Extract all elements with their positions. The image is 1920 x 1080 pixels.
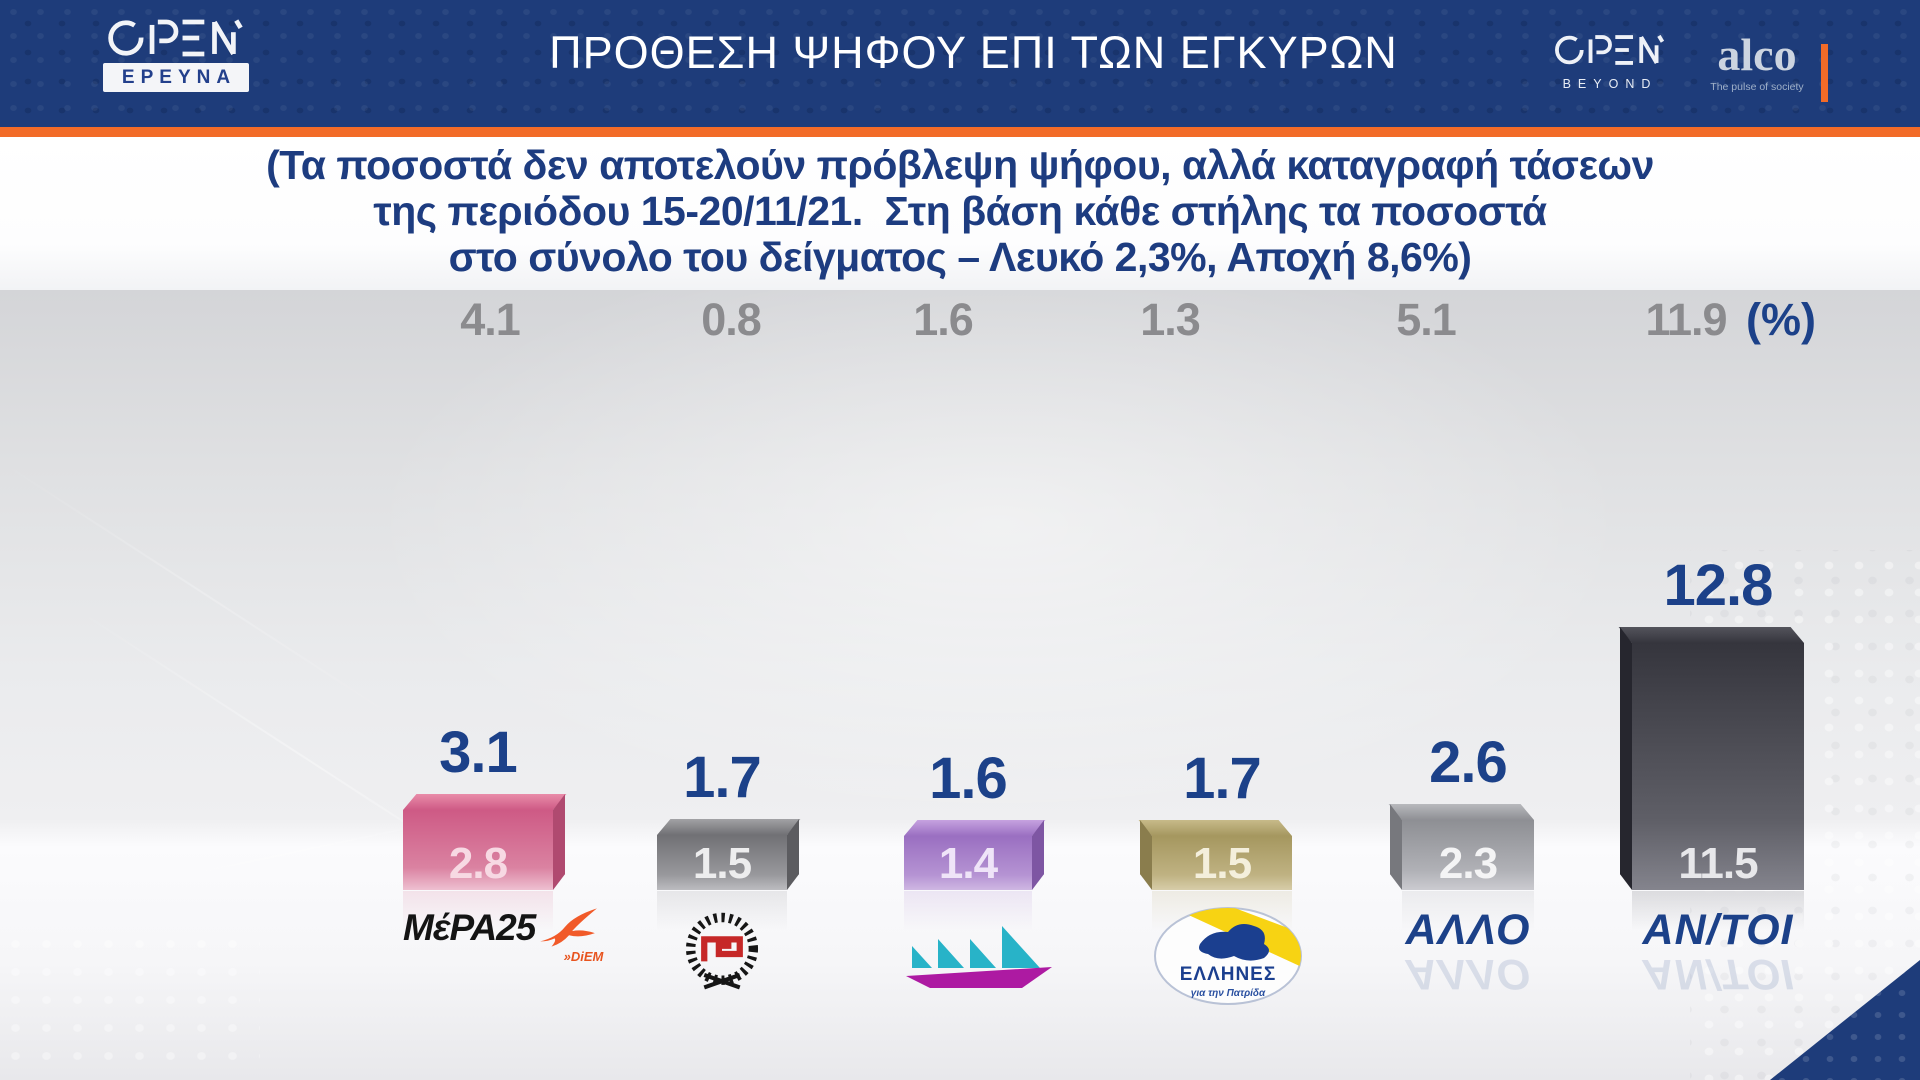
- background-streak: [0, 459, 402, 723]
- open-beyond-logo: BEYOND: [1552, 34, 1668, 91]
- bar-top-face: [1388, 804, 1534, 820]
- open-logo-icon: [108, 19, 243, 57]
- disclaimer-text: (Τα ποσοστά δεν αποτελούν πρόβλεψη ψήφου…: [0, 137, 1920, 290]
- ereyna-box: ΕΡΕΥΝΑ: [103, 63, 249, 92]
- alco-orange-bar: [1821, 44, 1828, 102]
- column-label: ΕΛΛΗΝΕΣ για την Πατρίδα: [1152, 906, 1302, 1011]
- dot-pattern-bottom-left: [0, 930, 260, 1080]
- header-bar: ΕΡΕΥΝΑ ΠΡΟΘΕΣΗ ΨΗΦΟΥ ΕΠΙ ΤΩΝ ΕΓΚΥΡΩΝ BEY…: [0, 0, 1920, 127]
- top-gray-value: 4.1: [460, 294, 521, 345]
- percent-unit-label: (%): [1746, 294, 1816, 345]
- column-label: MέPA25 »DiEM: [403, 906, 603, 964]
- bar-top-face: [657, 819, 801, 835]
- value-inside-bar: 1.5: [692, 839, 752, 888]
- orange-divider-stripe: [0, 127, 1920, 137]
- sailboat-logo: [906, 926, 1052, 988]
- open-ereyna-logo: ΕΡΕΥΝΑ: [103, 18, 249, 92]
- laurel-wreath-meander-logo: [685, 912, 759, 990]
- top-values-row: 4.1 0.8 1.6 1.3 5.1 11.9 (%): [0, 290, 1920, 346]
- open-logo-icon: [1555, 34, 1665, 65]
- chart-column: 2.6 2.3 ΑΛΛΟ ΑΛΛΟ: [1388, 290, 1534, 1080]
- bar-side-face: [553, 794, 565, 890]
- column-label-reflection: ΑΝ/ΤΟΙ: [1642, 950, 1794, 998]
- value-inside-bar: 1.5: [1192, 839, 1252, 888]
- bar-side-face: [1620, 627, 1632, 890]
- chart-column: 12.8 11.5 ΑΝ/ΤΟΙ ΑΝ/ΤΟΙ: [1618, 290, 1804, 1080]
- value-inside-bar: 2.8: [448, 839, 508, 888]
- column-label: [657, 906, 787, 1005]
- bar-reflection: [904, 891, 1032, 937]
- top-gray-value: 1.6: [913, 294, 974, 345]
- bar-top-face: [1138, 820, 1292, 836]
- bar: 2.8: [403, 794, 567, 890]
- beyond-label: BEYOND: [1562, 77, 1658, 91]
- disclaimer-line: στο σύνολο του δείγματος – Λευκό 2,3%, Α…: [448, 234, 1472, 280]
- ellines-patrida-logo: ΕΛΛΗΝΕΣ για την Πατρίδα: [1154, 907, 1302, 1005]
- ellines-wordmark: ΕΛΛΗΝΕΣ: [1180, 964, 1277, 985]
- ellines-tagline: για την Πατρίδα: [1191, 988, 1266, 999]
- mera25-diem-label: »DiEM: [563, 949, 604, 964]
- bar: 1.5: [657, 819, 801, 890]
- value-above-bar: 1.7: [683, 745, 762, 810]
- bar-top-face: [904, 820, 1046, 836]
- bar: 1.5: [1138, 820, 1292, 890]
- value-above-bar: 12.8: [1663, 553, 1774, 618]
- page-title: ΠΡΟΘΕΣΗ ΨΗΦΟΥ ΕΠΙ ΤΩΝ ΕΓΚΥΡΩΝ: [549, 27, 1398, 78]
- value-above-bar: 1.6: [929, 746, 1008, 811]
- bar-top-face: [1618, 627, 1804, 643]
- bar: 11.5: [1618, 627, 1804, 890]
- bar: 1.4: [904, 820, 1046, 890]
- top-gray-value: 1.3: [1140, 294, 1201, 345]
- chart-stage: 4.1 0.8 1.6 1.3 5.1 11.9 (%) 3.1 2.8 MέPA25 »D…: [0, 290, 1920, 1080]
- value-inside-bar: 2.3: [1438, 839, 1498, 888]
- mera25-wordmark: MέPA25: [403, 907, 536, 948]
- chart-column: 1.7 1.5 ΕΛΛΗΝΕΣ για την Πατρίδα: [1138, 290, 1302, 1080]
- bar-reflection: [1632, 891, 1804, 937]
- disclaimer-line: της περιόδου 15-20/11/21. Στη βάση κάθε …: [373, 188, 1547, 234]
- alco-tagline: The pulse of society: [1710, 81, 1804, 93]
- column-label-text: ΑΝ/ΤΟΙ: [1642, 906, 1794, 954]
- column-label: ΑΝ/ΤΟΙ ΑΝ/ΤΟΙ: [1632, 906, 1804, 998]
- value-inside-bar: 1.4: [938, 839, 998, 888]
- bar: 2.3: [1388, 804, 1534, 890]
- column-label: ΑΛΛΟ ΑΛΛΟ: [1402, 906, 1534, 998]
- value-inside-bar: 11.5: [1678, 839, 1758, 888]
- top-gray-value: 5.1: [1396, 294, 1457, 345]
- bar-reflection: [1402, 891, 1534, 937]
- top-gray-value: 11.9: [1645, 294, 1727, 345]
- value-above-bar: 2.6: [1429, 730, 1508, 795]
- disclaimer-line: (Τα ποσοστά δεν αποτελούν πρόβλεψη ψήφου…: [266, 142, 1654, 188]
- value-above-bar: 1.7: [1183, 746, 1262, 811]
- chart-column: 3.1 2.8 MέPA25 »DiEM: [403, 290, 603, 1080]
- header-dot-pattern: [0, 0, 1920, 127]
- chart-column: 1.6 1.4: [904, 290, 1052, 1080]
- bar-top-face: [403, 794, 567, 810]
- chart-column: 1.7 1.5: [657, 290, 801, 1080]
- alco-logo: alco The pulse of society: [1702, 29, 1812, 94]
- column-label-text: ΑΛΛΟ: [1405, 906, 1531, 954]
- value-above-bar: 3.1: [439, 720, 518, 785]
- mera25-swallow-icon: [540, 908, 598, 947]
- alco-wordmark: alco: [1717, 29, 1797, 80]
- bar-side-face: [1390, 804, 1402, 890]
- bar-reflection: [403, 891, 553, 937]
- top-gray-value: 0.8: [701, 294, 762, 345]
- mera25-logo: MέPA25 »DiEM: [403, 906, 603, 964]
- column-label-reflection: ΑΛΛΟ: [1405, 950, 1531, 998]
- ereyna-label: ΕΡΕΥΝΑ: [121, 67, 237, 88]
- column-label: [904, 906, 1052, 999]
